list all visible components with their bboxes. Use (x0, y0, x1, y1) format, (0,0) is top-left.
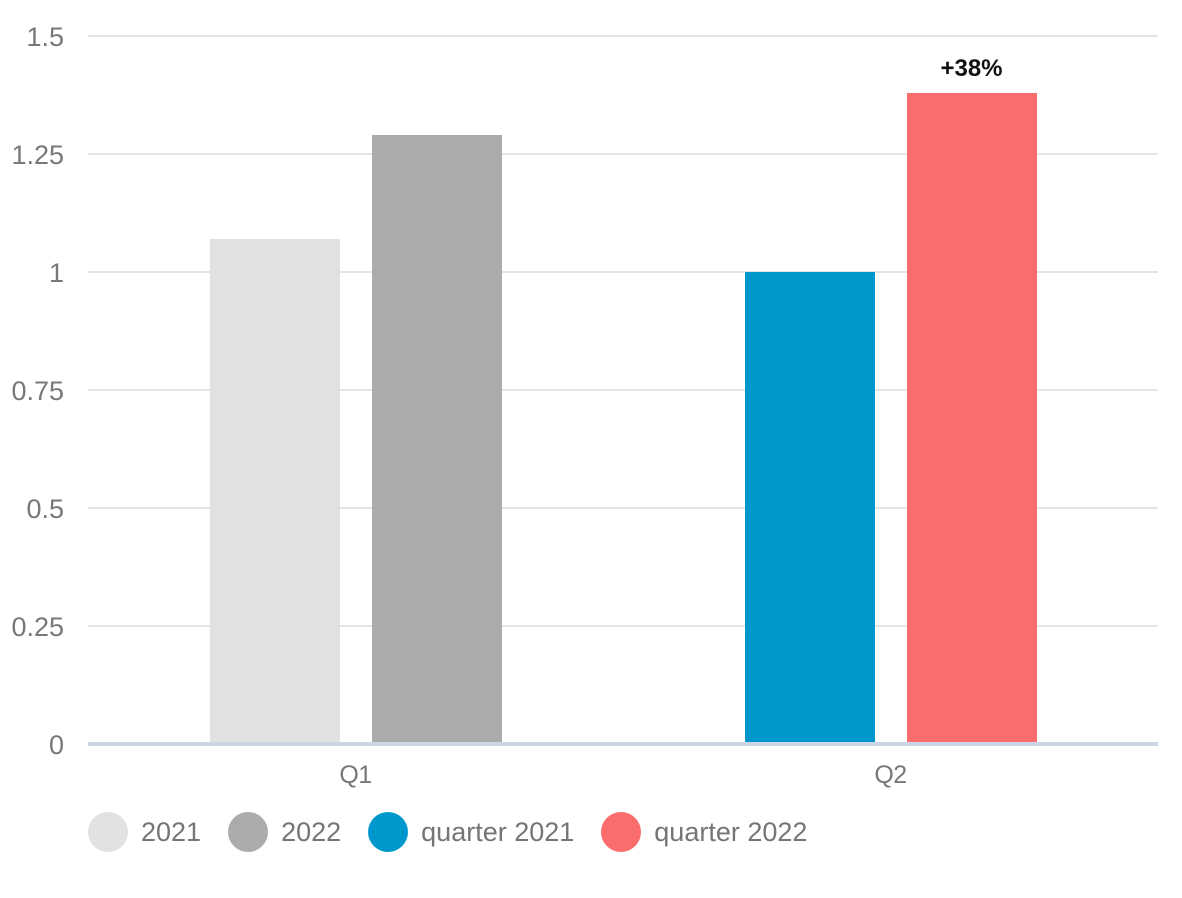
x-category-label: Q2 (874, 761, 907, 789)
y-tick-label: 1.25 (11, 140, 64, 170)
annotation-label: +38% (940, 54, 1003, 82)
y-tick-label: 0 (48, 730, 64, 760)
legend-label: quarter 2021 (421, 816, 575, 847)
gridline-0.25 (88, 625, 1158, 627)
bar-q1-2021[interactable] (209, 238, 340, 742)
y-tick-label: 0.25 (11, 612, 64, 642)
legend-item-2021[interactable]: 2021 (88, 812, 201, 852)
y-tick-label: 1 (48, 258, 64, 288)
bar-q1-2022[interactable] (371, 135, 502, 742)
legend-swatch-icon (368, 812, 409, 852)
gridline-1.25 (88, 153, 1158, 155)
x-axis-line (88, 742, 1158, 746)
legend-label: 2022 (281, 816, 342, 847)
legend-label: quarter 2022 (654, 816, 808, 847)
bar-q2-quarter-2022[interactable] (906, 92, 1037, 742)
legend-item-2022[interactable]: 2022 (228, 812, 341, 852)
bar-q2-quarter-2021[interactable] (744, 272, 875, 742)
legend: 2021 2022 quarter 2021 quarter 2022 (88, 812, 807, 852)
legend-swatch-icon (228, 812, 269, 852)
legend-item-quarter-2022[interactable]: quarter 2022 (601, 812, 807, 852)
y-tick-label: 1.5 (26, 22, 64, 52)
y-tick-label: 0.75 (11, 376, 64, 406)
gridline-0.5 (88, 507, 1158, 509)
gridline-1.5 (88, 35, 1158, 37)
legend-label: 2021 (141, 816, 202, 847)
gridline-0.75 (88, 389, 1158, 391)
legend-swatch-icon (601, 812, 642, 852)
gridline-1 (88, 271, 1158, 273)
legend-swatch-icon (88, 812, 128, 852)
legend-item-quarter-2021[interactable]: quarter 2021 (368, 812, 574, 852)
y-tick-label: 0.5 (26, 494, 64, 524)
x-category-label: Q1 (339, 761, 372, 789)
